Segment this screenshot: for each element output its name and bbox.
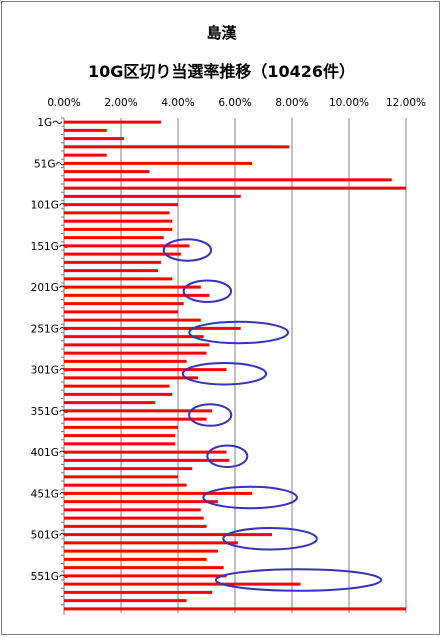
x-tick-label: 10.00% [329,97,369,109]
bar [64,211,170,215]
highlight-ellipse [162,238,213,262]
bar [64,434,176,438]
chart-title: 島漢 [206,24,237,42]
bar [64,566,224,570]
y-tick-label: 501G～ [31,530,70,542]
bar [64,500,218,504]
highlight-ellipse [188,320,290,345]
bar [64,368,227,372]
bar [64,310,178,314]
bar [64,450,227,454]
bar [64,120,161,124]
x-axis-ticks: 0.00% 2.00% 4.00% 6.00% 8.00% 10.00% 12.00% [47,97,426,109]
bar [64,417,207,421]
highlight-ellipse [222,527,318,551]
x-tick-label: 2.00% [104,97,137,109]
bar [64,541,238,545]
bar [64,252,181,256]
bar [64,524,207,528]
bar [64,269,159,273]
bar [64,161,253,165]
y-tick-label: 101G～ [31,200,70,212]
bar [64,599,187,603]
y-tick-label: 301G～ [31,365,70,377]
bar [64,343,210,347]
bar [64,401,156,405]
bar [64,170,150,174]
highlight-ellipse [181,362,268,386]
bar [64,582,301,586]
bar [64,335,204,339]
bar [64,318,201,322]
bar [64,392,173,396]
bar [64,178,392,182]
bar [64,508,201,512]
bar [64,153,107,157]
bar [64,409,213,413]
bar [64,483,187,487]
bar [64,384,170,388]
bar [64,549,218,553]
highlight-ellipse [182,279,233,303]
y-tick-label: 551G～ [31,571,70,583]
y-tick-label: 51G～ [34,158,66,170]
bar [64,137,124,141]
bar [64,467,193,471]
bar [64,194,241,198]
bar [64,557,207,561]
y-tick-label: 401G～ [31,447,70,459]
y-tick-label: 1G～ [37,117,63,129]
bar [64,425,178,429]
y-tick-label: 351G～ [31,406,70,418]
bar [64,203,178,207]
x-tick-label: 8.00% [275,97,308,109]
bar [64,293,210,297]
bar [64,219,173,223]
bar [64,359,187,363]
bar [64,285,201,289]
bar [64,607,406,611]
y-axis-ticks: 1G～ 51G～ 101G～ 151G～ 201G～ 251G～ 301G～ 351G～ 401… [31,117,70,606]
bar [64,516,204,520]
x-tick-label: 6.00% [218,97,251,109]
bar [64,227,173,231]
y-tick-label: 201G～ [31,282,70,294]
bar [64,533,273,537]
bar [64,376,198,380]
bar [64,491,253,495]
bar [64,236,164,240]
highlight-ellipse [202,485,298,510]
y-tick-label: 151G～ [31,241,70,253]
highlight-ellipse [214,568,383,592]
y-tick-label: 451G～ [31,488,70,500]
x-tick-label: 12.00% [386,97,426,109]
bar [64,442,176,446]
bar [64,145,290,149]
chart-subtitle: 10G区切り当選率推移（10426件） [87,62,356,81]
bar [64,260,161,264]
bar [64,475,178,479]
bar [64,574,227,578]
x-tick-label: 4.00% [161,97,194,109]
y-tick-label: 251G～ [31,323,70,335]
highlight-ellipses [162,238,383,592]
gridlines [63,118,407,615]
bar [64,244,190,248]
bar [64,277,173,281]
bar [64,326,241,330]
x-tick-label: 0.00% [47,97,80,109]
bar [64,590,213,594]
highlight-ellipse [188,403,233,427]
bar [64,128,107,132]
bars [64,120,406,611]
bar [64,186,406,190]
bar [64,351,207,355]
bar [64,458,230,462]
bar [64,302,184,306]
highlight-ellipse [206,444,249,468]
